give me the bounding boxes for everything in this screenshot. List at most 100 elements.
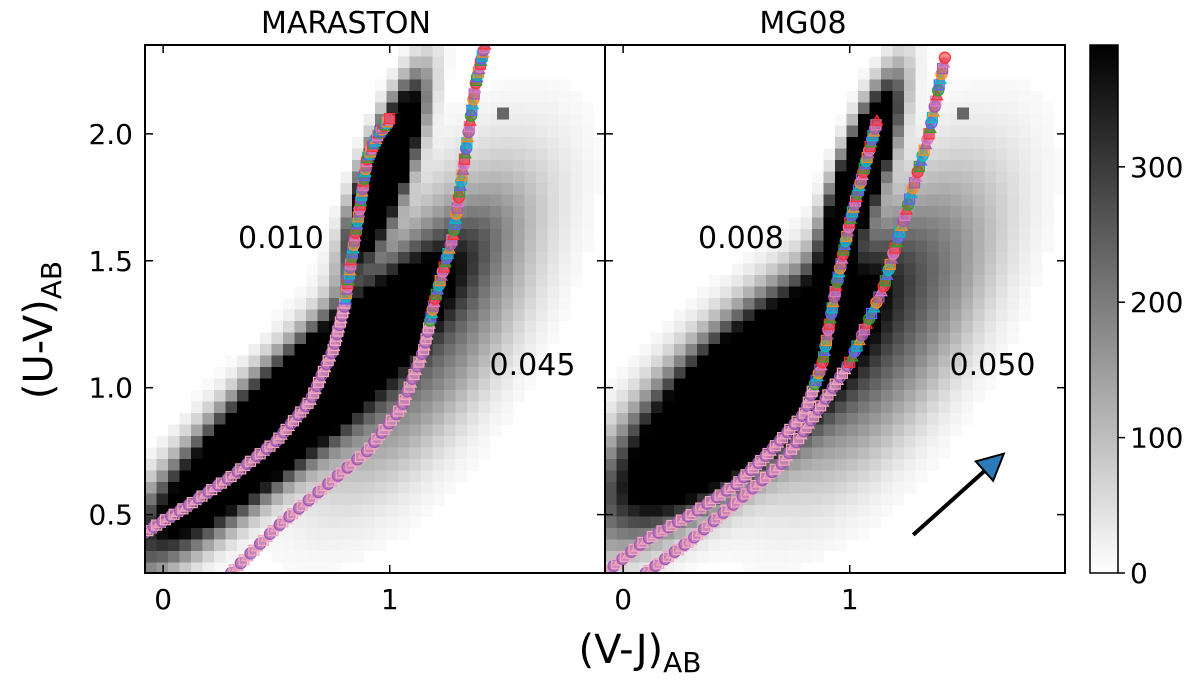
density-cell [294, 424, 307, 437]
density-cell [927, 275, 939, 287]
density-cell [306, 298, 318, 310]
density-cell [1053, 148, 1065, 161]
density-cell [616, 367, 629, 379]
density-cell [938, 344, 951, 356]
density-cell [386, 125, 399, 138]
density-cell [697, 321, 709, 333]
density-cell [812, 482, 824, 494]
density-cell [513, 390, 525, 402]
density-cell [432, 102, 445, 115]
density-cell [478, 183, 491, 195]
density-cell [444, 194, 456, 207]
density-cell [938, 378, 951, 391]
density-cell [731, 539, 744, 552]
density-cell [662, 344, 675, 356]
density-cell [823, 482, 836, 494]
density-cell [490, 298, 502, 310]
density-cell [915, 229, 928, 241]
density-cell [777, 413, 790, 425]
density-cell [904, 355, 916, 368]
density-cell [467, 263, 479, 276]
density-cell [892, 309, 905, 322]
density-cell [260, 516, 272, 529]
density-cell [1007, 206, 1020, 218]
density-cell [329, 516, 341, 529]
density-cell [674, 390, 686, 402]
density-cell [329, 401, 341, 414]
density-cell [478, 252, 491, 264]
density-cell [835, 137, 847, 149]
density-cell [973, 240, 985, 253]
density-cell [536, 79, 548, 92]
density-cell [835, 401, 847, 414]
density-cell [260, 459, 272, 471]
density-cell [455, 252, 468, 264]
density-cell [697, 459, 709, 471]
density-cell [478, 413, 491, 425]
density-cell [754, 528, 767, 540]
density-cell [455, 229, 468, 241]
density-cell [639, 447, 652, 460]
density-cell [950, 160, 962, 172]
density-cell [984, 240, 997, 253]
density-cell [961, 137, 974, 149]
density-cell [524, 125, 537, 138]
density-cell [674, 505, 686, 517]
density-cell [570, 240, 583, 253]
density-cell [490, 390, 502, 402]
density-cell [927, 194, 939, 207]
density-cell [628, 516, 640, 529]
density-cell [329, 482, 341, 494]
density-cell [685, 332, 698, 345]
density-cell [248, 413, 261, 425]
density-cell [513, 171, 525, 184]
density-cell [271, 413, 284, 425]
density-cell [421, 470, 433, 483]
density-cell [892, 378, 905, 391]
density-cell [559, 263, 571, 276]
density-cell [467, 424, 479, 437]
density-cell [731, 378, 744, 391]
density-cell [536, 229, 548, 241]
density-cell [869, 505, 882, 517]
density-cell [478, 390, 491, 402]
density-cell [455, 401, 468, 414]
density-cell [317, 424, 330, 437]
density-cell [789, 344, 801, 356]
density-cell [547, 171, 560, 184]
density-cell [800, 275, 813, 287]
density-cell [432, 447, 445, 460]
density-cell [467, 240, 479, 253]
density-cell [145, 551, 157, 563]
density-cell [478, 240, 491, 253]
density-cell [1019, 160, 1031, 172]
density-cell [731, 413, 744, 425]
density-cell [892, 68, 905, 80]
density-cell [455, 413, 468, 425]
density-cell [950, 79, 962, 92]
density-cell [191, 413, 203, 425]
density-cell [858, 401, 870, 414]
density-cell [329, 505, 341, 517]
density-cell [892, 390, 905, 402]
density-cell [835, 194, 847, 207]
density-cell [927, 321, 939, 333]
density-cell [651, 367, 663, 379]
density-cell [386, 378, 399, 391]
density-cell [858, 424, 870, 437]
density-cell [869, 332, 882, 345]
density-cell [662, 470, 675, 483]
density-cell [938, 321, 951, 333]
density-cell [375, 413, 387, 425]
density-cell [145, 539, 157, 552]
density-cell [444, 367, 456, 379]
density-cell [1042, 137, 1054, 149]
density-cell [812, 183, 824, 195]
density-cell [352, 505, 364, 517]
density-cell [421, 447, 433, 460]
density-cell [616, 528, 629, 540]
density-cell [973, 79, 985, 92]
colorbar-tick-label: 100 [1130, 422, 1183, 455]
density-cell [846, 263, 859, 276]
